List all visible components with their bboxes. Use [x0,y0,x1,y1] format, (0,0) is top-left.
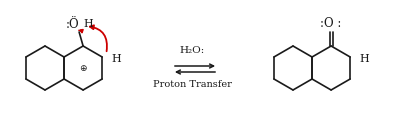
FancyArrowPatch shape [90,25,107,51]
Text: :Ö: :Ö [65,18,79,31]
Text: H: H [359,54,369,64]
Text: $\oplus$: $\oplus$ [79,63,87,73]
Text: Proton Transfer: Proton Transfer [152,80,231,89]
FancyArrowPatch shape [79,30,83,32]
Text: H: H [111,54,121,64]
Text: H: H [83,19,93,29]
Text: :O :: :O : [320,17,342,30]
Text: H₂O:: H₂O: [179,46,205,55]
